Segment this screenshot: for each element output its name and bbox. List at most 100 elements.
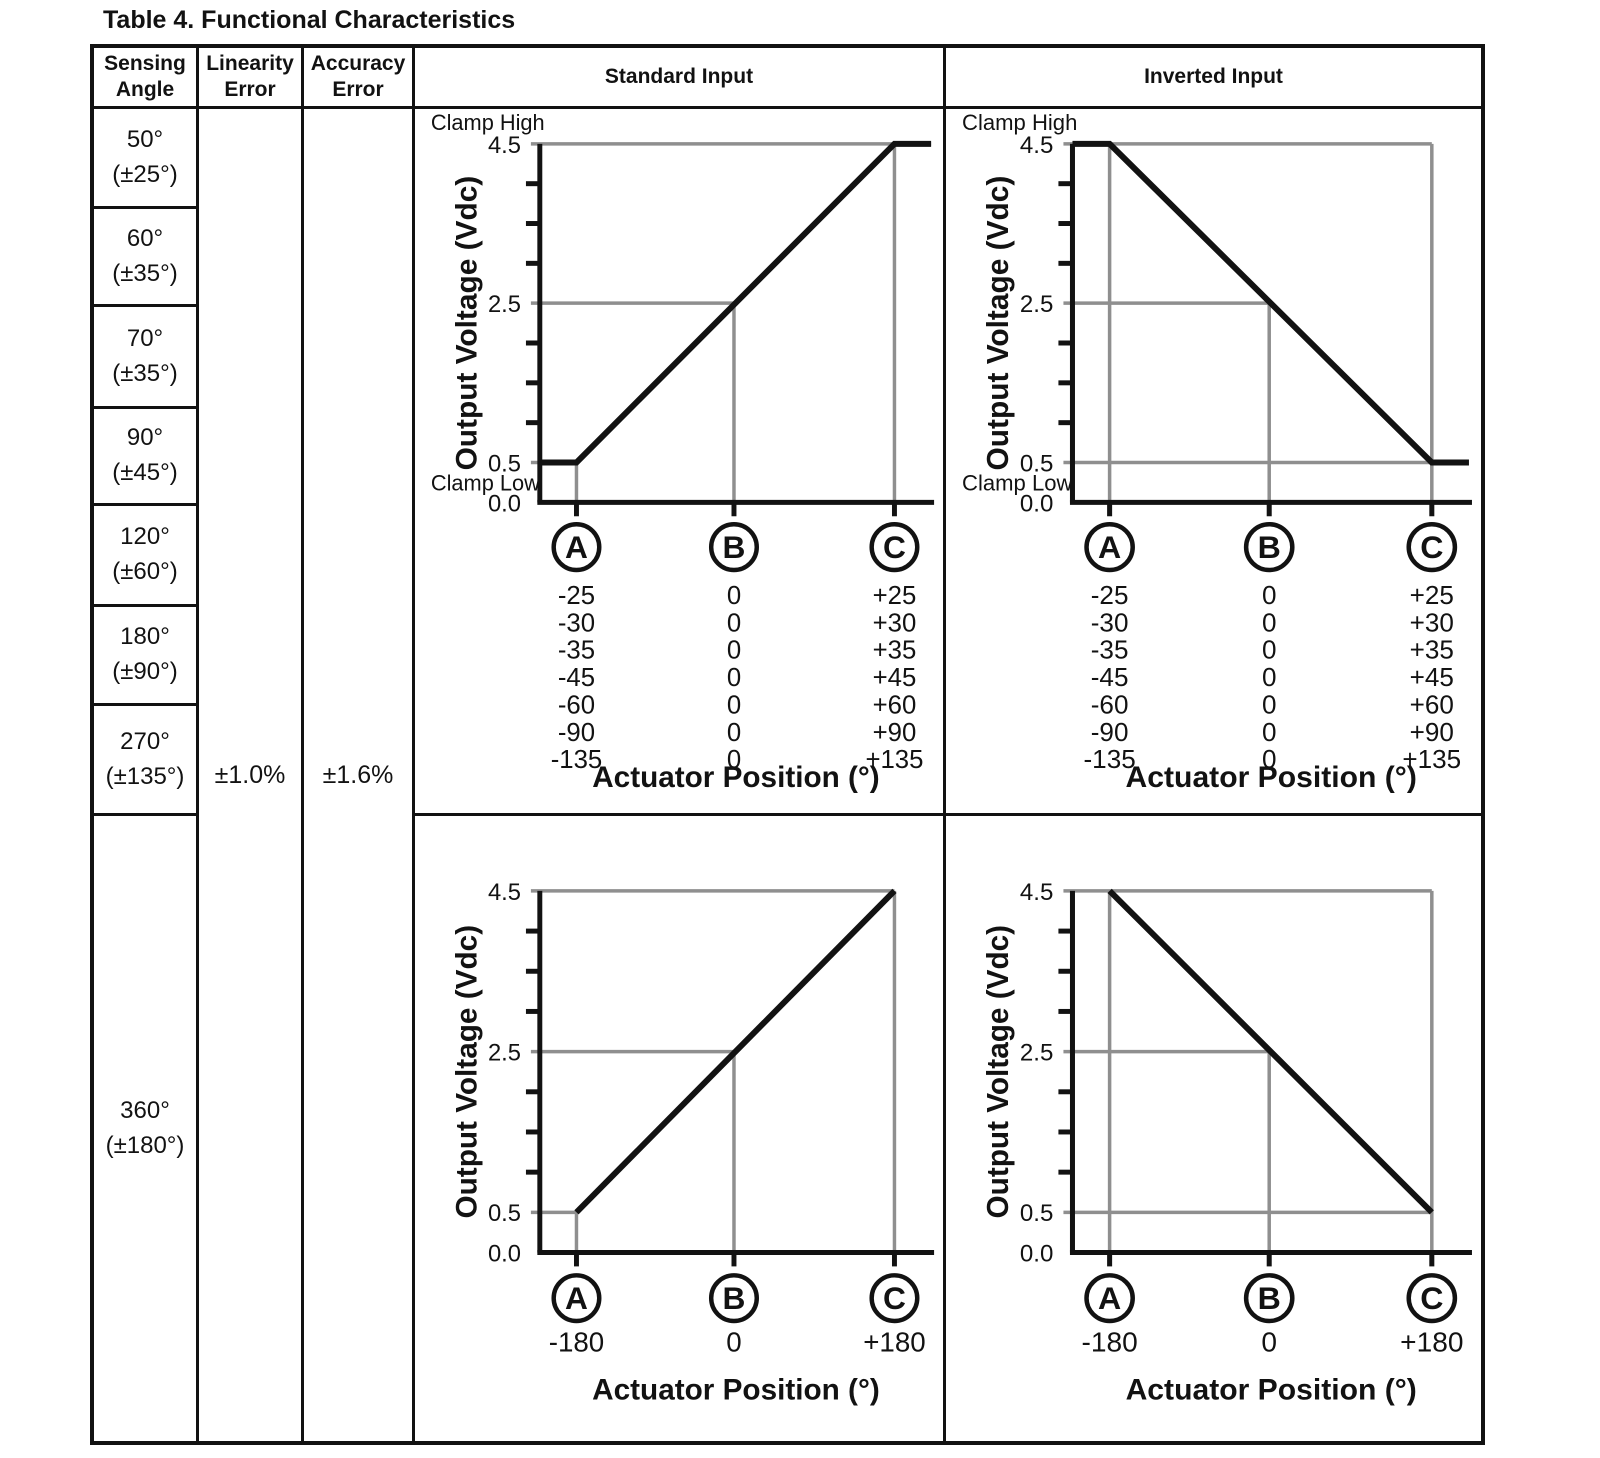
marker-value-C-3: +45 <box>873 664 917 692</box>
y-axis-title: Output Voltage (Vdc) <box>982 176 1015 471</box>
angle-value: 270° <box>120 727 170 755</box>
marker-value-A-0: -180 <box>1081 1327 1137 1358</box>
clamp-low-label: Clamp Low <box>962 470 1073 495</box>
marker-value-C-5: +90 <box>873 719 917 747</box>
y-tick-label-2.5: 2.5 <box>1020 291 1053 318</box>
angle-value: 60° <box>126 224 164 252</box>
angle-range: (±90°) <box>112 658 178 685</box>
marker-value-C-0: +180 <box>863 1327 925 1358</box>
chart-inverted-input-clamped: 4.5 2.5 0.5 0.0 Clamp High Clamp Low Output Vo… <box>946 109 1481 816</box>
y-axis-title: Output Voltage (Vdc) <box>450 925 483 1219</box>
marker-value-B-5: 0 <box>727 719 741 747</box>
marker-value-B-2: 0 <box>727 637 741 665</box>
marker-value-B-6: 0 <box>1262 744 1277 774</box>
marker-value-A-2: -35 <box>558 637 595 665</box>
marker-letter-C: C <box>883 529 906 565</box>
marker-letter-A: A <box>565 529 588 565</box>
y-tick-label-0.5: 0.5 <box>488 1200 521 1227</box>
clamp-low-label: Clamp Low <box>431 470 540 495</box>
angle-value: 90° <box>126 424 164 452</box>
transfer-line <box>574 888 897 1215</box>
marker-value-A-5: -90 <box>1091 717 1129 747</box>
angle-range: (±180°) <box>105 1131 185 1159</box>
marker-value-A-4: -60 <box>1091 690 1129 720</box>
clamp-high-label: Clamp High <box>431 110 545 135</box>
angle-value: 120° <box>120 523 170 551</box>
marker-value-A-3: -45 <box>1091 662 1129 692</box>
x-axis-title: Actuator Position (°) <box>592 761 879 794</box>
y-tick-label-0.0: 0.0 <box>1020 490 1053 517</box>
chart-inverted-input-360: 4.5 2.5 0.5 0.0 Output Voltage (Vdc) A B C -180 0… <box>946 816 1481 1441</box>
angle-value: 180° <box>120 623 170 651</box>
x-axis-title: Actuator Position (°) <box>592 1373 880 1406</box>
sensing-angle-cell-70: 70° (±35°) <box>94 307 199 409</box>
marker-value-C-0: +25 <box>1410 580 1454 610</box>
marker-circle-B <box>1243 521 1295 573</box>
marker-circle-A <box>1084 1273 1135 1324</box>
marker-value-B-1: 0 <box>727 609 741 637</box>
sensing-angle-cell-360: 360° (±180°) <box>94 816 199 1441</box>
sensing-angle-cell-60: 60° (±35°) <box>94 209 199 307</box>
sensing-angle-cell-180: 180° (±90°) <box>94 607 199 706</box>
marker-value-C-4: +60 <box>873 691 917 719</box>
marker-value-B-0: 0 <box>726 1327 741 1358</box>
marker-letter-C: C <box>883 1280 906 1316</box>
marker-circle-C <box>1406 1273 1458 1324</box>
y-tick-label-2.5: 2.5 <box>1020 1040 1053 1067</box>
marker-value-A-2: -35 <box>1091 635 1129 665</box>
header-inverted-input: Inverted Input <box>946 48 1481 109</box>
marker-value-C-5: +90 <box>1410 717 1454 747</box>
marker-value-C-1: +30 <box>873 609 917 637</box>
marker-circle-C <box>1406 521 1458 573</box>
y-tick-label-0.5: 0.5 <box>488 450 521 477</box>
y-tick-label-4.5: 4.5 <box>488 132 521 159</box>
transfer-line <box>539 140 932 466</box>
x-axis-title: Actuator Position (°) <box>1126 761 1417 794</box>
marker-value-A-3: -45 <box>558 664 595 692</box>
marker-letter-B: B <box>723 1280 746 1316</box>
angle-range: (±60°) <box>112 558 178 585</box>
header-sensing-angle: Sensing Angle <box>94 48 199 109</box>
accuracy-error-value: ±1.6% <box>304 109 415 1441</box>
marker-value-A-1: -30 <box>558 609 595 637</box>
sensing-angle-cell-50: 50° (±25°) <box>94 109 199 209</box>
y-tick-label-0.5: 0.5 <box>1020 1200 1053 1227</box>
marker-circle-C <box>869 1273 920 1324</box>
marker-value-A-6: -135 <box>1084 744 1136 774</box>
marker-circle-B <box>708 521 759 573</box>
marker-value-C-6: +135 <box>1402 744 1461 774</box>
marker-letter-B: B <box>1258 1280 1281 1316</box>
marker-value-B-2: 0 <box>1262 635 1277 665</box>
marker-circle-A <box>551 1273 602 1324</box>
marker-value-B-5: 0 <box>1262 717 1277 747</box>
page-title: Table 4. Functional Characteristics <box>103 6 516 34</box>
marker-circle-A <box>551 521 602 573</box>
header-accuracy-error: Accuracy Error <box>304 48 415 109</box>
transfer-line <box>1072 140 1469 466</box>
header-linearity-error: Linearity Error <box>199 48 304 109</box>
x-axis-title: Actuator Position (°) <box>1126 1373 1417 1406</box>
marker-value-A-5: -90 <box>558 719 595 747</box>
sensing-angle-cell-120: 120° (±60°) <box>94 506 199 607</box>
linearity-error-value: ±1.0% <box>199 109 304 1441</box>
marker-value-B-0: 0 <box>1261 1327 1277 1358</box>
marker-value-A-4: -60 <box>558 691 595 719</box>
y-tick-label-4.5: 4.5 <box>488 879 521 906</box>
y-tick-label-0.0: 0.0 <box>488 490 521 517</box>
y-tick-label-0.0: 0.0 <box>488 1240 521 1267</box>
y-tick-label-4.5: 4.5 <box>1020 879 1053 906</box>
chart-standard-input-clamped: 4.5 2.5 0.5 0.0 Clamp High Clamp Low Output Vo… <box>415 109 946 816</box>
marker-circle-B <box>708 1273 759 1324</box>
marker-value-C-4: +60 <box>1410 690 1454 720</box>
marker-value-A-0: -25 <box>558 582 595 610</box>
marker-value-C-2: +35 <box>873 637 917 665</box>
marker-value-C-0: +180 <box>1400 1327 1463 1358</box>
marker-letter-C: C <box>1420 1280 1443 1316</box>
marker-value-C-6: +135 <box>865 746 923 774</box>
angle-value: 70° <box>126 324 164 352</box>
marker-value-C-0: +25 <box>873 582 917 610</box>
angle-value: 50° <box>126 125 164 153</box>
y-tick-label-0.5: 0.5 <box>1020 451 1053 478</box>
